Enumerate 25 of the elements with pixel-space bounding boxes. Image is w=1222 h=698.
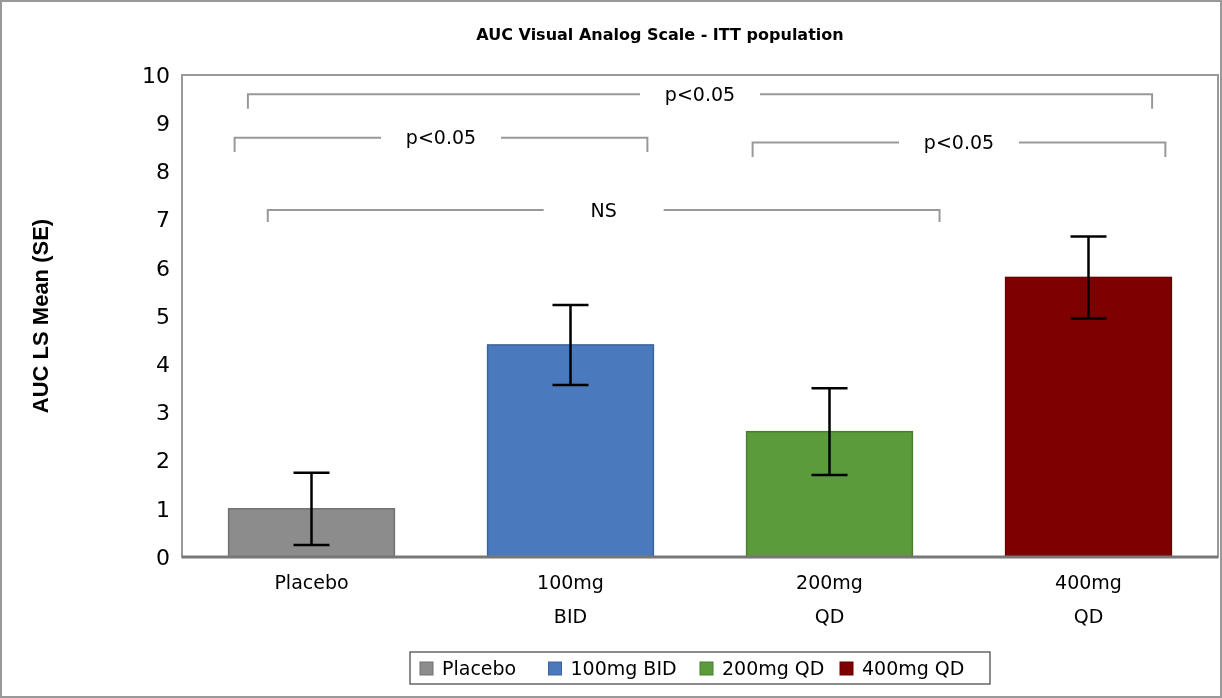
y-tick-label: 10 bbox=[142, 62, 170, 88]
y-tick-label: 6 bbox=[156, 255, 170, 281]
y-tick-label: 1 bbox=[156, 496, 170, 522]
legend-label: 400mg QD bbox=[862, 656, 965, 679]
y-tick-label: 5 bbox=[156, 303, 170, 329]
y-tick-label: 3 bbox=[156, 400, 170, 426]
x-tick-label: Placebo bbox=[274, 571, 349, 593]
y-axis-title: AUC LS Mean (SE) bbox=[28, 218, 53, 414]
y-tick-label: 4 bbox=[156, 351, 170, 377]
annotation: p<0.05 bbox=[405, 126, 477, 149]
x-tick-label: 100mg BID bbox=[537, 571, 604, 627]
x-tick-label: 400mg QD bbox=[1055, 571, 1122, 627]
annotation: p<0.05 bbox=[923, 131, 995, 154]
y-tick-label: 7 bbox=[156, 207, 170, 233]
y-tick-label: 2 bbox=[156, 448, 170, 474]
legend-label: 100mg BID bbox=[570, 656, 677, 679]
chart-title: AUC Visual Analog Scale - ITT population bbox=[476, 25, 844, 44]
annotation: NS bbox=[590, 198, 617, 221]
legend-label: Placebo bbox=[442, 656, 517, 679]
y-tick-label: 8 bbox=[156, 159, 170, 185]
legend-label: 200mg QD bbox=[722, 656, 825, 679]
annotation: p<0.05 bbox=[664, 82, 736, 105]
y-tick-label: 0 bbox=[156, 544, 170, 570]
y-tick-label: 9 bbox=[156, 110, 170, 136]
x-tick-label: 200mg QD bbox=[796, 571, 863, 627]
